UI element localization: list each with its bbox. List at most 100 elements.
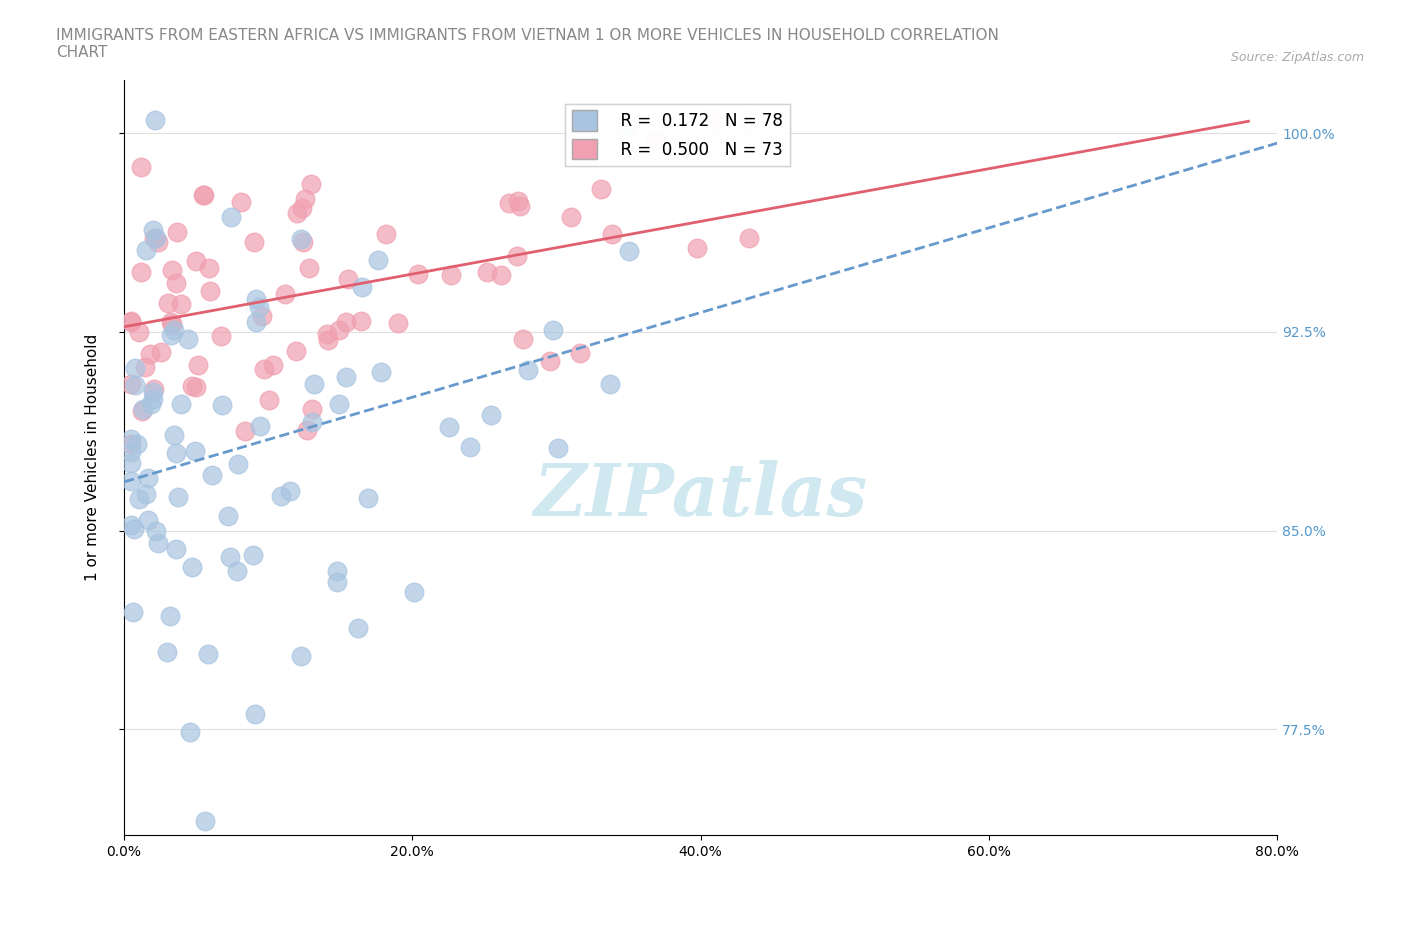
Point <box>176 331 198 346</box>
Point <box>181 379 204 393</box>
Point <box>249 418 271 433</box>
Point <box>278 484 301 498</box>
Point <box>326 564 349 578</box>
Point <box>120 314 142 329</box>
Point <box>599 376 621 391</box>
Point <box>138 512 160 527</box>
Y-axis label: 1 or more Vehicles in Household: 1 or more Vehicles in Household <box>86 334 100 581</box>
Point <box>145 231 167 246</box>
Point <box>129 264 152 279</box>
Point <box>120 432 142 446</box>
Point <box>506 193 529 208</box>
Point <box>142 222 165 237</box>
Point <box>135 486 157 501</box>
Point <box>159 314 181 329</box>
Point <box>702 113 724 127</box>
Point <box>142 385 165 400</box>
Point <box>294 192 316 206</box>
Point <box>538 353 561 368</box>
Point <box>346 620 368 635</box>
Point <box>135 243 157 258</box>
Point <box>124 361 146 376</box>
Point <box>506 249 529 264</box>
Point <box>143 231 166 246</box>
Point <box>541 323 564 338</box>
Point <box>491 268 513 283</box>
Point <box>184 444 207 458</box>
Text: ZIPatlas: ZIPatlas <box>533 460 868 531</box>
Point <box>387 315 409 330</box>
Point <box>193 188 215 203</box>
Point <box>402 585 425 600</box>
Point <box>142 392 165 406</box>
Point <box>591 182 613 197</box>
Legend:   R =  0.172   N = 78,   R =  0.500   N = 73: R = 0.172 N = 78, R = 0.500 N = 73 <box>565 103 790 166</box>
Point <box>145 524 167 538</box>
Point <box>316 327 339 342</box>
Point <box>498 196 520 211</box>
Point <box>253 361 276 376</box>
Text: IMMIGRANTS FROM EASTERN AFRICA VS IMMIGRANTS FROM VIETNAM 1 OR MORE VEHICLES IN : IMMIGRANTS FROM EASTERN AFRICA VS IMMIGR… <box>56 28 1000 60</box>
Point <box>616 117 638 132</box>
Point <box>600 226 623 241</box>
Point <box>481 407 503 422</box>
Point <box>475 265 498 280</box>
Point <box>302 377 325 392</box>
Point <box>124 378 146 392</box>
Point <box>617 244 640 259</box>
Point <box>194 813 217 828</box>
Point <box>645 132 668 147</box>
Point <box>406 266 429 281</box>
Point <box>233 423 256 438</box>
Point <box>335 369 357 384</box>
Point <box>738 113 761 127</box>
Point <box>440 268 463 283</box>
Point <box>352 280 374 295</box>
Point <box>129 160 152 175</box>
Point <box>127 436 149 451</box>
Point <box>134 359 156 374</box>
Point <box>128 492 150 507</box>
Point <box>128 325 150 339</box>
Point <box>262 357 284 372</box>
Point <box>120 518 142 533</box>
Point <box>179 724 201 739</box>
Point <box>287 206 309 220</box>
Point <box>163 428 186 443</box>
Point <box>517 363 540 378</box>
Point <box>225 564 247 578</box>
Point <box>458 440 481 455</box>
Point <box>231 194 253 209</box>
Point <box>291 201 314 216</box>
Point <box>299 177 322 192</box>
Point <box>211 397 233 412</box>
Point <box>148 535 170 550</box>
Point <box>156 296 179 311</box>
Point <box>165 541 187 556</box>
Point <box>193 188 215 203</box>
Point <box>290 648 312 663</box>
Point <box>242 548 264 563</box>
Point <box>219 209 242 224</box>
Point <box>122 522 145 537</box>
Point <box>120 313 142 328</box>
Point <box>243 234 266 249</box>
Point <box>165 445 187 460</box>
Point <box>170 297 193 312</box>
Point <box>547 441 569 456</box>
Point <box>121 604 143 619</box>
Point <box>290 231 312 246</box>
Point <box>374 227 396 242</box>
Point <box>335 315 357 330</box>
Point <box>159 609 181 624</box>
Point <box>166 489 188 504</box>
Point <box>336 272 359 286</box>
Point <box>180 559 202 574</box>
Point <box>120 456 142 471</box>
Point <box>367 253 389 268</box>
Point <box>143 381 166 396</box>
Point <box>274 286 297 301</box>
Point <box>226 457 249 472</box>
Point <box>217 509 239 524</box>
Point <box>120 377 142 392</box>
